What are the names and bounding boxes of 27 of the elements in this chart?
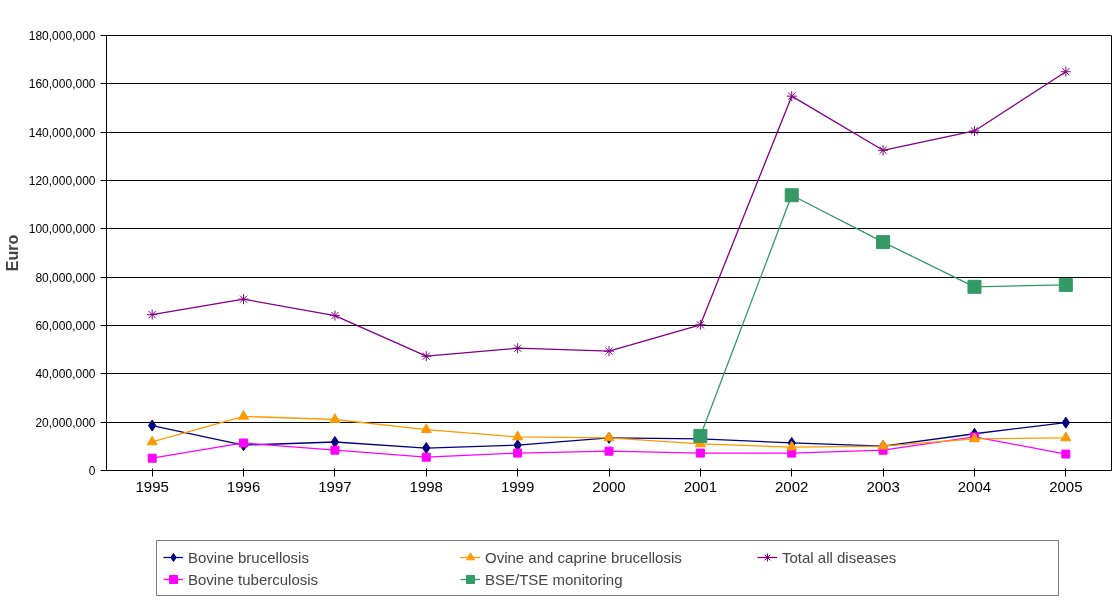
y-tick-label: 60,000,000	[35, 319, 96, 333]
y-tick-label: 160,000,000	[28, 77, 96, 92]
legend-label: Total all diseases	[782, 548, 898, 566]
x-tick-label: 1999	[500, 477, 535, 495]
x-tick-label: 2005	[1049, 477, 1083, 495]
legend-label: Bovine brucellosis	[188, 548, 310, 566]
x-tick-label: 2004	[957, 477, 992, 495]
y-tick-label: 80,000,000	[35, 270, 96, 285]
legend-label: BSE/TSE monitoring	[485, 570, 624, 588]
x-tick-label: 1996	[226, 477, 261, 495]
x-tick-label: 1995	[135, 477, 169, 495]
x-tick-label: 2001	[683, 477, 718, 495]
y-tick-label: 20,000,000	[35, 415, 96, 430]
x-tick-label: 2000	[592, 477, 626, 495]
x-tick-label: 2002	[775, 477, 809, 495]
y-tick-label: 140,000,000	[28, 125, 96, 140]
y-tick-label: 180,000,000	[28, 29, 96, 43]
x-tick-label: 2003	[866, 477, 900, 495]
x-tick-label: 1997	[318, 477, 352, 495]
y-tick-label: 100,000,000	[28, 222, 96, 237]
y-tick-label: 120,000,000	[28, 174, 96, 188]
legend-label: Bovine tuberculosis	[188, 570, 320, 588]
legend-label: Ovine and caprine brucellosis	[485, 548, 683, 566]
x-tick-label: 1998	[409, 477, 443, 495]
y-tick-label: 0	[88, 464, 96, 478]
y-axis-title: Euro	[3, 234, 21, 272]
y-tick-label: 40,000,000	[35, 367, 96, 382]
